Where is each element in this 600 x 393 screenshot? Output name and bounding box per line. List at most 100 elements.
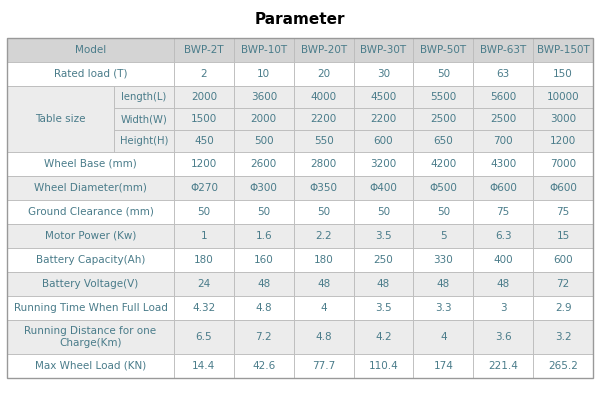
Text: BWP-50T: BWP-50T bbox=[420, 45, 466, 55]
Bar bbox=[353, 108, 413, 130]
Bar bbox=[413, 200, 473, 224]
Text: 48: 48 bbox=[497, 279, 510, 289]
Bar bbox=[174, 152, 234, 176]
Bar bbox=[413, 320, 473, 354]
Text: 600: 600 bbox=[374, 136, 394, 146]
Text: Wheel Base (mm): Wheel Base (mm) bbox=[44, 159, 137, 169]
Bar bbox=[7, 62, 174, 86]
Bar bbox=[413, 224, 473, 248]
Bar bbox=[294, 320, 353, 354]
Bar bbox=[114, 130, 174, 152]
Bar bbox=[294, 224, 353, 248]
Bar bbox=[353, 296, 413, 320]
Text: 180: 180 bbox=[314, 255, 334, 265]
Text: 14.4: 14.4 bbox=[193, 361, 215, 371]
Bar bbox=[7, 176, 174, 200]
Text: 20: 20 bbox=[317, 69, 330, 79]
Bar bbox=[174, 272, 234, 296]
Text: 450: 450 bbox=[194, 136, 214, 146]
Bar bbox=[533, 130, 593, 152]
Bar bbox=[174, 296, 234, 320]
Text: 77.7: 77.7 bbox=[312, 361, 335, 371]
Bar bbox=[473, 200, 533, 224]
Bar bbox=[114, 108, 174, 130]
Bar bbox=[174, 130, 234, 152]
Text: length(L): length(L) bbox=[121, 92, 167, 102]
Bar bbox=[174, 86, 234, 108]
Bar bbox=[533, 152, 593, 176]
Text: Ground Clearance (mm): Ground Clearance (mm) bbox=[28, 207, 154, 217]
Bar bbox=[294, 354, 353, 378]
Text: 1500: 1500 bbox=[191, 114, 217, 124]
Text: 110.4: 110.4 bbox=[368, 361, 398, 371]
Text: 4.32: 4.32 bbox=[193, 303, 215, 313]
Bar bbox=[353, 152, 413, 176]
Text: 50: 50 bbox=[257, 207, 271, 217]
Text: 1200: 1200 bbox=[550, 136, 576, 146]
Bar bbox=[7, 272, 174, 296]
Bar bbox=[234, 152, 294, 176]
Text: 4.8: 4.8 bbox=[316, 332, 332, 342]
Bar bbox=[533, 200, 593, 224]
Bar bbox=[473, 176, 533, 200]
Bar bbox=[7, 320, 174, 354]
Text: Φ300: Φ300 bbox=[250, 183, 278, 193]
Bar bbox=[473, 62, 533, 86]
Text: 400: 400 bbox=[493, 255, 513, 265]
Bar bbox=[174, 200, 234, 224]
Text: Motor Power (Kw): Motor Power (Kw) bbox=[45, 231, 136, 241]
Bar bbox=[533, 176, 593, 200]
Text: 2200: 2200 bbox=[311, 114, 337, 124]
Bar bbox=[413, 354, 473, 378]
Text: 550: 550 bbox=[314, 136, 334, 146]
Bar bbox=[234, 248, 294, 272]
Bar bbox=[234, 38, 294, 62]
Text: 2000: 2000 bbox=[191, 92, 217, 102]
Text: 15: 15 bbox=[556, 231, 569, 241]
Bar bbox=[353, 130, 413, 152]
Bar bbox=[473, 320, 533, 354]
Bar bbox=[473, 272, 533, 296]
Bar bbox=[353, 354, 413, 378]
Text: BWP-20T: BWP-20T bbox=[301, 45, 347, 55]
Bar bbox=[353, 62, 413, 86]
Text: Max Wheel Load (KN): Max Wheel Load (KN) bbox=[35, 361, 146, 371]
Bar bbox=[294, 62, 353, 86]
Bar bbox=[174, 354, 234, 378]
Text: 6.3: 6.3 bbox=[495, 231, 512, 241]
Bar bbox=[473, 108, 533, 130]
Text: Height(H): Height(H) bbox=[120, 136, 168, 146]
Text: 4.2: 4.2 bbox=[375, 332, 392, 342]
Text: 4300: 4300 bbox=[490, 159, 517, 169]
Text: 2000: 2000 bbox=[251, 114, 277, 124]
Bar bbox=[234, 224, 294, 248]
Text: 72: 72 bbox=[556, 279, 569, 289]
Bar bbox=[294, 176, 353, 200]
Bar bbox=[413, 296, 473, 320]
Bar bbox=[353, 200, 413, 224]
Text: Running Distance for one
Charge(Km): Running Distance for one Charge(Km) bbox=[25, 326, 157, 348]
Text: 4500: 4500 bbox=[370, 92, 397, 102]
Text: 2500: 2500 bbox=[430, 114, 457, 124]
Text: 2500: 2500 bbox=[490, 114, 517, 124]
Text: 48: 48 bbox=[377, 279, 390, 289]
Bar bbox=[413, 130, 473, 152]
Bar bbox=[413, 38, 473, 62]
Bar bbox=[473, 86, 533, 108]
Bar bbox=[353, 248, 413, 272]
Bar bbox=[234, 296, 294, 320]
Bar bbox=[533, 108, 593, 130]
Bar bbox=[174, 248, 234, 272]
Text: 265.2: 265.2 bbox=[548, 361, 578, 371]
Text: 3.5: 3.5 bbox=[375, 303, 392, 313]
Text: 4.8: 4.8 bbox=[256, 303, 272, 313]
Bar bbox=[234, 108, 294, 130]
Bar bbox=[174, 62, 234, 86]
Text: 48: 48 bbox=[317, 279, 330, 289]
Bar bbox=[7, 296, 174, 320]
Text: 75: 75 bbox=[497, 207, 510, 217]
Text: Width(W): Width(W) bbox=[121, 114, 167, 124]
Text: 3000: 3000 bbox=[550, 114, 576, 124]
Text: 160: 160 bbox=[254, 255, 274, 265]
Bar bbox=[7, 224, 174, 248]
